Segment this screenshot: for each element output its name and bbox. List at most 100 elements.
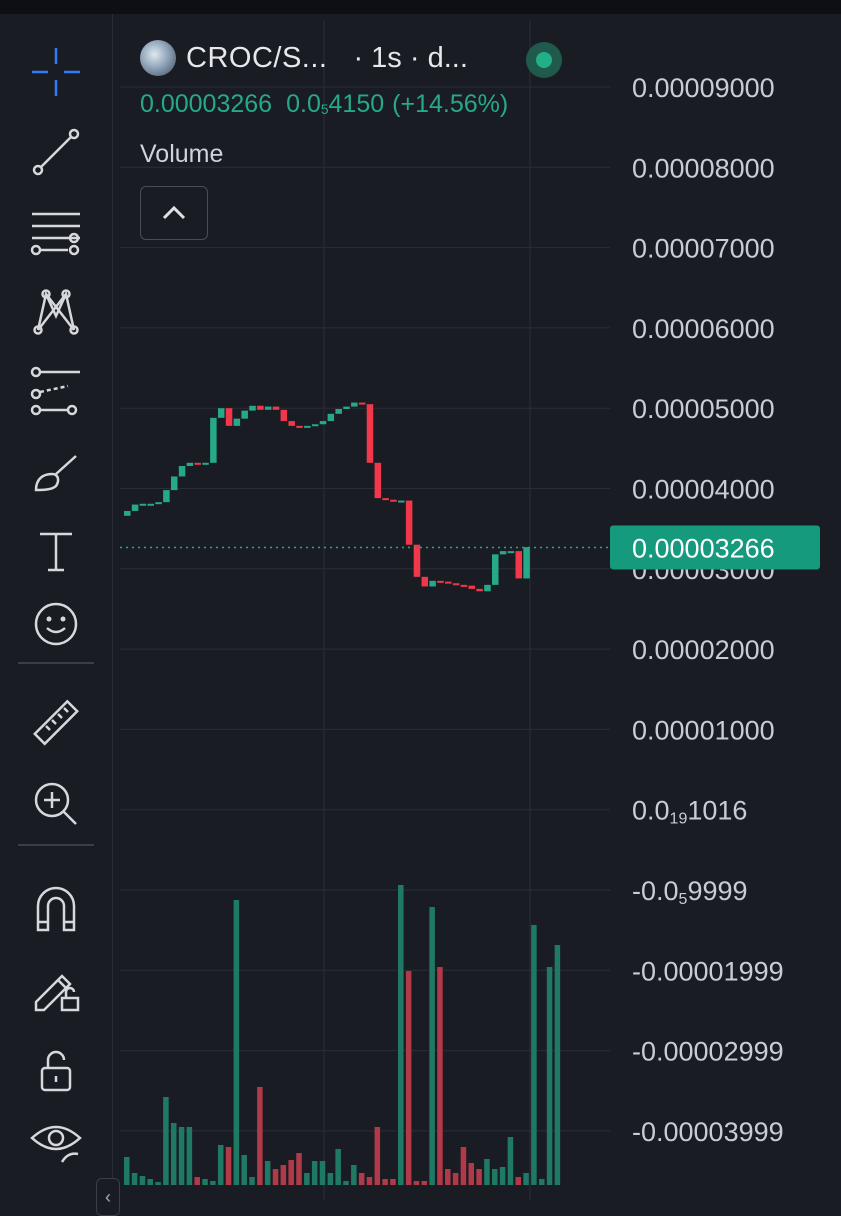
- candle: [194, 462, 201, 465]
- trend-line-icon: [32, 128, 80, 176]
- candle: [241, 410, 248, 419]
- volume-bar: [296, 1153, 302, 1185]
- volume-bar: [546, 967, 553, 1185]
- chevron-up-icon: [162, 205, 186, 220]
- volume-bar: [343, 1181, 349, 1185]
- candle: [476, 588, 483, 592]
- y-axis-tick-label: -0.00001999: [632, 956, 784, 986]
- price-chart: 0.00009000 0.00008000 0.00007000 0.00006000…: [120, 20, 820, 1200]
- y-axis-tick-label: 0.00005000: [632, 394, 775, 424]
- lock-drawings-tool[interactable]: [22, 956, 90, 1024]
- volume-bar: [538, 1179, 545, 1185]
- forecast-tool[interactable]: [22, 358, 90, 426]
- emoji-icon: [34, 602, 78, 646]
- pattern-tool[interactable]: [22, 278, 90, 346]
- chart-area[interactable]: 0.00009000 0.00008000 0.00007000 0.00006000…: [120, 0, 841, 1200]
- volume-bar: [304, 1173, 310, 1185]
- volume-bar: [163, 1097, 169, 1185]
- volume-bar: [139, 1176, 146, 1185]
- top-bar: [0, 0, 841, 14]
- candle: [257, 405, 264, 410]
- volume-bar: [468, 1163, 475, 1185]
- trend-line-tool[interactable]: [22, 118, 90, 186]
- current-price-tag-label: 0.00003266: [632, 533, 775, 563]
- volume-bar: [499, 1167, 506, 1185]
- y-axis-tick-label: 0.0191016: [632, 796, 747, 828]
- magnet-tool[interactable]: [22, 876, 90, 944]
- y-axis-tick-label: 0.00004000: [632, 475, 775, 505]
- emoji-tool[interactable]: [22, 590, 90, 658]
- volume-bar: [405, 971, 412, 1185]
- volume-bar: [217, 1145, 224, 1185]
- fib-retracement-icon: [30, 212, 80, 256]
- price-change-percent: (+14.56%): [392, 90, 509, 118]
- y-axis-tick-label: -0.00002999: [632, 1037, 784, 1067]
- y-axis-tick-label: 0.00008000: [632, 153, 775, 183]
- hide-drawings-tool[interactable]: [22, 1106, 90, 1174]
- ruler-icon: [33, 699, 79, 746]
- candle: [131, 504, 139, 511]
- collapse-toolbar-button[interactable]: ‹: [96, 1178, 120, 1216]
- candle: [398, 500, 405, 503]
- candle: [304, 425, 311, 428]
- candle: [327, 413, 335, 422]
- candle: [233, 418, 241, 426]
- candle: [186, 462, 194, 467]
- volume-bar: [366, 1177, 373, 1185]
- magnet-icon: [36, 886, 76, 932]
- candle: [170, 476, 178, 491]
- candle: [445, 581, 452, 584]
- volume-bar: [186, 1127, 193, 1185]
- candle: [421, 576, 429, 587]
- volume-bar: [515, 1177, 521, 1185]
- candle: [382, 498, 389, 501]
- volume-bar: [421, 1181, 428, 1185]
- lock-tool[interactable]: [22, 1036, 90, 1104]
- volume-bar: [327, 1173, 334, 1185]
- candle: [335, 409, 342, 414]
- brush-tool[interactable]: [22, 438, 90, 506]
- candle: [217, 408, 225, 418]
- zoom-in-icon: [34, 782, 77, 825]
- ruler-tool[interactable]: [22, 690, 90, 758]
- volume-bar: [429, 907, 435, 1185]
- volume-bar: [476, 1169, 482, 1185]
- price-row: 0.00003266 0.054150 (+14.56%): [140, 90, 508, 119]
- y-axis-tick-label: 0.00002000: [632, 635, 775, 665]
- fib-retracement-tool[interactable]: [22, 198, 90, 266]
- volume-bar: [452, 1173, 459, 1185]
- volume-bar: [131, 1173, 138, 1185]
- zoom-in-tool[interactable]: [22, 770, 90, 838]
- collapse-legend-button[interactable]: [140, 186, 208, 240]
- volume-bar: [351, 1165, 357, 1185]
- y-axis-tick-label: 0.00001000: [632, 715, 775, 745]
- volume-bar: [280, 1165, 287, 1185]
- text-tool[interactable]: [22, 518, 90, 586]
- crosshair-tool[interactable]: [22, 38, 90, 106]
- volume-bar: [249, 1177, 255, 1185]
- volume-bar: [507, 1137, 514, 1185]
- candle: [413, 544, 421, 577]
- volume-bar: [437, 967, 443, 1185]
- symbol-name: CROC/S...: [186, 41, 328, 74]
- volume-bar: [398, 885, 404, 1185]
- candle: [178, 466, 186, 477]
- volume-indicator-label[interactable]: Volume: [140, 140, 224, 168]
- volume-bar: [492, 1169, 498, 1185]
- candle: [374, 462, 382, 499]
- candle: [405, 500, 413, 545]
- volume-bar: [147, 1179, 153, 1185]
- y-axis-tick-label: -0.00003999: [632, 1117, 784, 1147]
- candle: [515, 551, 522, 579]
- volume-bar: [155, 1182, 161, 1185]
- volume-bar: [178, 1127, 185, 1185]
- symbol-row[interactable]: CROC/S... · 1s · d...: [140, 38, 468, 78]
- candle: [319, 421, 327, 425]
- candle: [272, 406, 280, 410]
- forecast-icon: [30, 366, 80, 416]
- last-price: 0.00003266: [140, 90, 273, 118]
- volume-bar: [210, 1181, 216, 1185]
- text-icon: [40, 532, 72, 572]
- volume-bar: [374, 1127, 381, 1185]
- token-logo: [140, 40, 176, 76]
